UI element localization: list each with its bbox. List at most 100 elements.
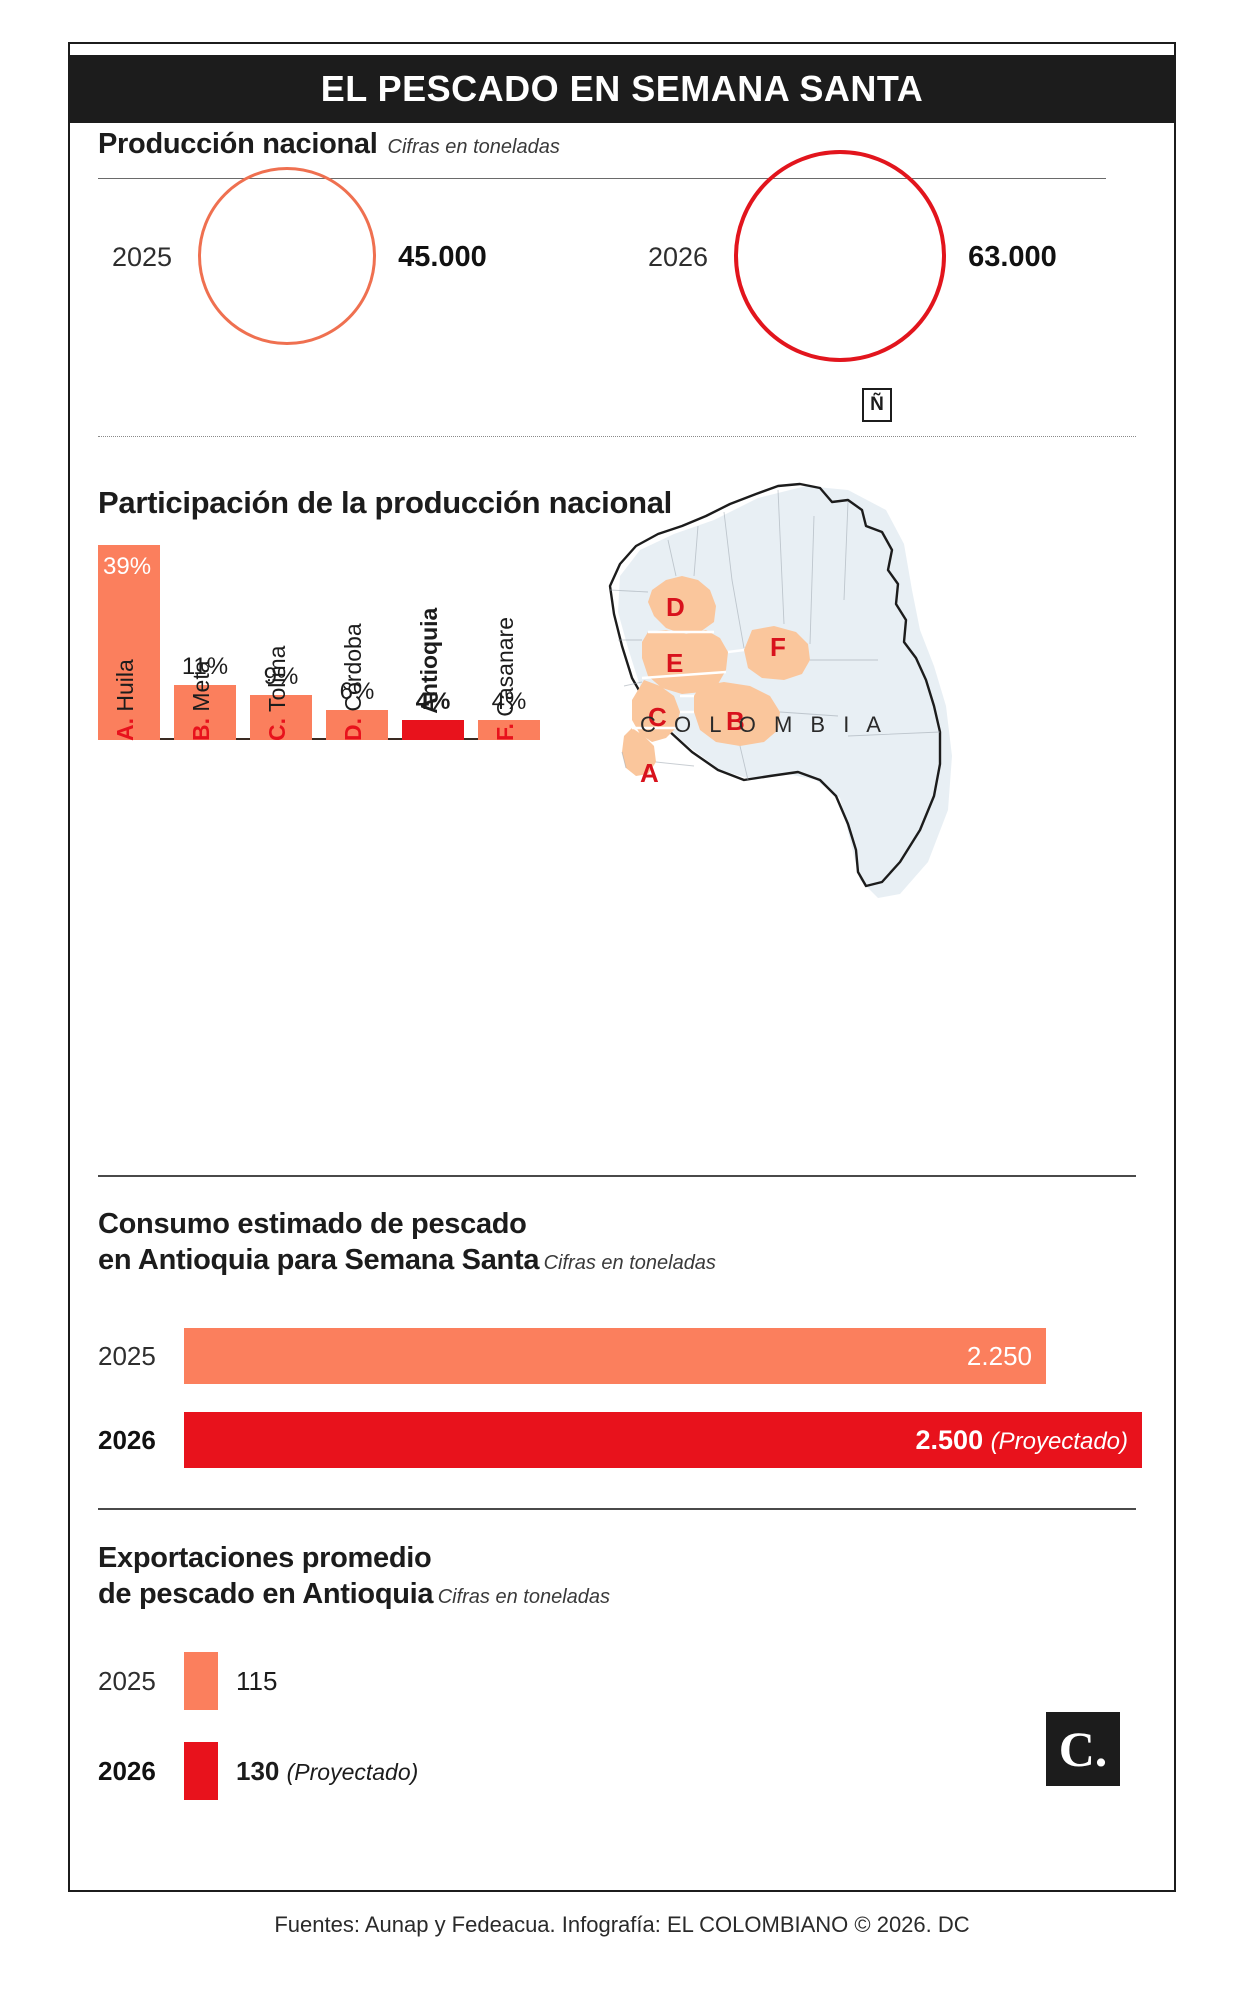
export-value-2025: 115 bbox=[236, 1665, 278, 1696]
bar-category-letter-2: C. bbox=[264, 718, 290, 741]
production-item-2026: 2026 63.000 bbox=[648, 150, 1057, 362]
map-label-F: F bbox=[770, 632, 786, 662]
region-E bbox=[642, 630, 728, 694]
export-year-2025: 2025 bbox=[98, 1665, 156, 1696]
production-year-2025: 2025 bbox=[112, 241, 173, 272]
export-value-2026: 130 (Proyectado) bbox=[236, 1756, 418, 1787]
bar-category-name-3: Córdoba bbox=[340, 623, 366, 712]
bar-group-0: 39% bbox=[98, 545, 160, 740]
poster-title-bar: EL PESCADO EN SEMANA SANTA bbox=[68, 55, 1176, 123]
bar-5 bbox=[478, 720, 540, 740]
poster-frame bbox=[68, 42, 1176, 1892]
bar-value-5: 4% bbox=[491, 688, 527, 715]
bar-group-2: 9% bbox=[250, 663, 312, 740]
export-heading-group: Exportaciones promedio de pescado en Ant… bbox=[98, 1542, 610, 1611]
export-value-2026-number: 130 bbox=[236, 1755, 280, 1786]
export-note-2026: (Proyectado) bbox=[286, 1758, 419, 1785]
consumo-heading-group: Consumo estimado de pescado en Antioquia… bbox=[98, 1208, 716, 1277]
bar-group-5: 4% bbox=[478, 688, 540, 740]
bar-category-1: B. Meta bbox=[188, 660, 215, 741]
map-label-A: A bbox=[640, 758, 659, 788]
consumo-bar-2026: 2.500 (Proyectado) bbox=[184, 1412, 1142, 1468]
production-item-2025: 2025 45.000 bbox=[112, 167, 487, 345]
production-subheading: Cifras en toneladas bbox=[387, 136, 560, 158]
map-label-B: B bbox=[726, 706, 745, 736]
page-title: EL PESCADO EN SEMANA SANTA bbox=[320, 68, 924, 109]
map-label-D: D bbox=[666, 592, 685, 622]
bar-category-3: D. Córdoba bbox=[340, 623, 367, 741]
map-department-lines bbox=[609, 489, 941, 781]
bar-category-name-2: Tolima bbox=[264, 645, 290, 713]
map-country-label: C O L O M B I A bbox=[640, 712, 887, 737]
bar-category-letter-5: F. bbox=[492, 723, 518, 741]
region-B bbox=[694, 682, 780, 746]
bar-category-name-0: Huila bbox=[112, 659, 138, 712]
consumo-subheading: Cifras en toneladas bbox=[543, 1252, 716, 1274]
consumo-row-2026: 2026 2.500 (Proyectado) bbox=[98, 1412, 1142, 1468]
bar-value-0: 39% bbox=[103, 553, 152, 580]
divider-production-top bbox=[98, 178, 1106, 179]
divider-export-top bbox=[98, 1508, 1136, 1510]
export-bar-2025 bbox=[184, 1652, 218, 1710]
bar-value-4: 4% bbox=[415, 688, 451, 715]
map-svg bbox=[608, 482, 952, 898]
participation-bar-chart: 39% 11% 9% 6% 4% 4% A. Huila bbox=[98, 545, 540, 930]
bar-1 bbox=[174, 685, 236, 740]
export-subheading: Cifras en toneladas bbox=[437, 1586, 611, 1608]
bar-group-4: 4% bbox=[402, 688, 464, 740]
bar-value-2: 9% bbox=[263, 663, 299, 690]
divider-production-bottom bbox=[98, 436, 1136, 437]
compass-north-icon: Ñ bbox=[862, 388, 892, 422]
logo-mark: C. bbox=[1058, 1721, 1108, 1777]
map-internal-borders bbox=[632, 630, 745, 730]
production-year-2026: 2026 bbox=[648, 241, 709, 272]
map-label-C: C bbox=[648, 702, 667, 732]
bar-category-name-4: Antioquia bbox=[416, 607, 442, 714]
bar-category-letter-1: B. bbox=[188, 718, 214, 741]
export-bar-2026 bbox=[184, 1742, 218, 1800]
consumo-bar-2025: 2.250 bbox=[184, 1328, 1046, 1384]
bar-category-letter-0: A. bbox=[112, 718, 138, 741]
bar-category-2: C. Tolima bbox=[264, 646, 291, 741]
bar-2 bbox=[250, 695, 312, 740]
production-value-2026: 63.000 bbox=[968, 240, 1057, 273]
bar-category-name-1: Meta bbox=[188, 660, 214, 712]
production-circle-2025 bbox=[198, 167, 377, 345]
bar-group-3: 6% bbox=[326, 678, 388, 740]
region-A bbox=[622, 728, 656, 776]
bar-category-name-5: Casanare bbox=[492, 616, 518, 717]
divider-consumo-top bbox=[98, 1175, 1136, 1177]
participation-heading: Participación de la producción nacional bbox=[98, 485, 672, 520]
bar-category-4: E. Antioquia bbox=[416, 608, 443, 741]
bar-category-letter-4: E. bbox=[416, 719, 442, 741]
export-row-2025: 2025 115 bbox=[98, 1652, 277, 1710]
bar-group-1: 11% bbox=[174, 653, 236, 740]
production-circle-2026 bbox=[734, 150, 947, 362]
map-outline bbox=[608, 482, 942, 888]
bar-3 bbox=[326, 710, 388, 740]
consumo-value-2026-number: 2.500 bbox=[915, 1424, 984, 1455]
production-heading-group: Producción nacional Cifras en toneladas bbox=[98, 128, 560, 161]
bar-category-5: F. Casanare bbox=[492, 617, 519, 741]
participation-heading-group: Participación de la producción nacional bbox=[98, 485, 672, 521]
bar-4 bbox=[402, 720, 464, 740]
consumo-note-2026: (Proyectado) bbox=[990, 1427, 1128, 1455]
colombia-map: D E F C A B bbox=[548, 480, 968, 900]
consumo-year-2025: 2025 bbox=[98, 1340, 156, 1371]
consumo-year-2026: 2026 bbox=[98, 1424, 156, 1455]
region-F bbox=[744, 626, 810, 680]
export-heading-line2: de pescado en Antioquia bbox=[98, 1578, 434, 1610]
production-value-2025: 45.000 bbox=[398, 240, 487, 273]
source-credit: Fuentes: Aunap y Fedeacua. Infografía: E… bbox=[274, 1912, 970, 1937]
consumo-value-2025: 2.250 bbox=[966, 1340, 1032, 1371]
consumo-heading-line1: Consumo estimado de pescado bbox=[98, 1208, 527, 1240]
region-C bbox=[632, 680, 680, 742]
consumo-value-2026: 2.500 (Proyectado) bbox=[916, 1425, 1142, 1456]
bar-0 bbox=[98, 545, 160, 740]
bar-value-1: 11% bbox=[181, 653, 229, 680]
consumo-heading-line2: en Antioquia para Semana Santa bbox=[98, 1244, 540, 1276]
el-colombiano-logo: C. bbox=[1046, 1712, 1120, 1786]
export-heading-line1: Exportaciones promedio bbox=[98, 1542, 432, 1574]
region-D bbox=[648, 576, 716, 634]
